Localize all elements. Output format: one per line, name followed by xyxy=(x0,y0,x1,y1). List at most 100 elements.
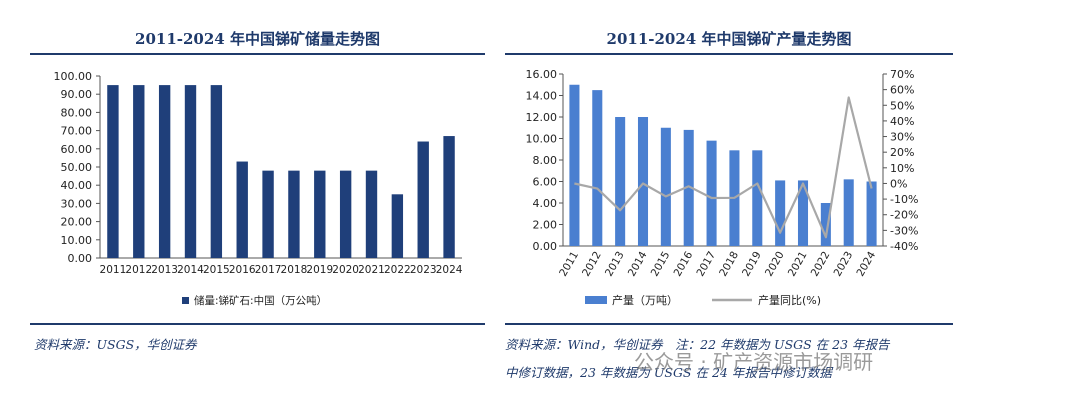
left-y-tick-label: 80.00 xyxy=(61,106,93,119)
left-bar xyxy=(391,194,404,258)
right-y-tick-label: 10.00 xyxy=(526,133,558,146)
left-x-tick-label: 2023 xyxy=(410,264,437,276)
right-y-tick-label: 16.00 xyxy=(526,68,558,81)
left-x-tick-label: 2020 xyxy=(332,264,359,276)
right-bottom-rule xyxy=(505,323,953,325)
right-y-tick-label: 2.00 xyxy=(533,219,558,232)
right-bar xyxy=(683,129,694,246)
right-source-line-1: 资料来源：Wind，华创证券 注：22 年数据为 USGS 在 23 年报告 xyxy=(505,337,890,352)
right-y2-tick-label: -10% xyxy=(890,193,918,206)
right-x-tick-label: 2016 xyxy=(672,249,696,278)
right-legend-line-label: 产量同比(%) xyxy=(758,293,821,307)
right-y-tick-label: 14.00 xyxy=(526,90,558,103)
left-bar xyxy=(133,85,145,258)
left-x-tick-label: 2012 xyxy=(125,264,152,276)
left-bar xyxy=(314,170,326,258)
left-bar xyxy=(365,170,378,258)
left-y-tick-label: 60.00 xyxy=(61,143,93,156)
right-bar xyxy=(615,117,626,246)
right-bar xyxy=(820,203,831,246)
left-bar xyxy=(262,170,274,258)
left-y-tick-label: 30.00 xyxy=(61,197,93,210)
left-bar xyxy=(417,141,429,258)
left-y-tick-label: 0.00 xyxy=(68,252,93,265)
left-bar xyxy=(236,161,248,258)
left-bar xyxy=(184,85,197,258)
left-x-tick-label: 2019 xyxy=(306,264,333,276)
left-bar xyxy=(443,136,455,258)
left-legend-label: 储量:锑矿石:中国（万公吨） xyxy=(194,294,327,307)
right-x-tick-label: 2021 xyxy=(786,250,810,279)
right-x-tick-label: 2017 xyxy=(694,250,718,279)
right-x-tick-label: 2019 xyxy=(740,250,764,279)
right-y2-tick-label: 20% xyxy=(890,146,914,159)
right-x-tick-label: 2014 xyxy=(626,249,650,278)
right-legend-bar-swatch xyxy=(585,296,607,304)
left-bar xyxy=(158,85,171,258)
right-bar xyxy=(637,117,649,246)
left-y-tick-label: 40.00 xyxy=(61,179,93,192)
left-bar xyxy=(339,170,352,258)
left-source: 资料来源：USGS，华创证券 xyxy=(34,337,197,352)
right-y2-tick-label: 60% xyxy=(890,84,914,97)
left-bottom-rule xyxy=(30,323,485,325)
left-title-rule xyxy=(30,53,485,55)
left-y-tick-label: 50.00 xyxy=(61,161,93,174)
right-x-tick-label: 2012 xyxy=(580,250,604,279)
right-x-tick-label: 2022 xyxy=(809,250,833,279)
right-bar xyxy=(775,180,786,246)
right-x-tick-label: 2015 xyxy=(649,250,673,279)
left-y-tick-label: 70.00 xyxy=(61,125,93,138)
left-y-tick-label: 100.00 xyxy=(54,70,93,83)
right-source-line-2: 中修订数据，23 年数据为 USGS 在 24 年报告中修订数据 xyxy=(505,365,832,380)
right-legend-bar-label: 产量（万吨） xyxy=(612,293,678,307)
left-y-tick-label: 20.00 xyxy=(61,216,93,229)
right-line-series xyxy=(574,96,873,239)
right-bar xyxy=(797,180,809,246)
right-y2-tick-label: 10% xyxy=(890,162,914,175)
left-chart-svg: 0.00 10.00 20.00 30.00 40.00 50.00 60.00 70.00 8… xyxy=(54,70,463,307)
left-x-tick-label: 2024 xyxy=(436,264,463,276)
watermark: 公众号 · 矿产资源市场调研 xyxy=(634,350,874,374)
right-y2-tick-label: 30% xyxy=(890,131,914,144)
right-bar xyxy=(569,84,580,246)
right-x-tick-label: 2013 xyxy=(603,250,627,279)
right-y2-tick-label: 50% xyxy=(890,99,914,112)
right-chart-svg: 0.00 2.00 4.00 6.00 8.00 10.00 12.00 14.00 16.00… xyxy=(526,68,919,307)
left-bar xyxy=(288,170,300,258)
right-bar xyxy=(752,150,763,246)
left-y-tick-label: 90.00 xyxy=(61,88,93,101)
left-bar xyxy=(210,85,223,258)
left-x-tick-label: 2021 xyxy=(358,264,385,276)
right-bar xyxy=(866,181,877,246)
right-chart-title: 2011-2024 年中国锑矿产量走势图 xyxy=(606,30,852,48)
right-x-tick-label: 2023 xyxy=(832,250,856,279)
left-x-tick-label: 2011 xyxy=(100,264,127,276)
left-chart-title: 2011-2024 年中国锑矿储量走势图 xyxy=(135,30,380,48)
left-bar xyxy=(107,85,119,258)
left-x-tick-label: 2018 xyxy=(281,264,308,276)
right-bar xyxy=(843,179,854,246)
right-y-tick-label: 4.00 xyxy=(533,197,558,210)
right-x-tick-label: 2020 xyxy=(763,250,787,279)
right-x-tick-label: 2018 xyxy=(717,250,741,279)
left-x-tick-label: 2022 xyxy=(384,264,411,276)
right-bar xyxy=(706,140,717,246)
right-title-rule xyxy=(505,53,953,55)
right-y-tick-label: 12.00 xyxy=(526,111,558,124)
right-x-tick-label: 2011 xyxy=(557,250,581,279)
right-x-tick-label: 2024 xyxy=(854,249,878,278)
right-y-tick-label: 6.00 xyxy=(533,176,558,189)
left-x-tick-label: 2015 xyxy=(203,264,230,276)
right-bar xyxy=(592,90,603,246)
left-x-tick-label: 2013 xyxy=(151,264,178,276)
right-y2-tick-label: 0% xyxy=(890,177,907,190)
right-y2-tick-label: -40% xyxy=(890,240,918,253)
right-y2-tick-label: -20% xyxy=(890,209,918,222)
right-bar xyxy=(660,127,671,246)
left-x-tick-label: 2017 xyxy=(255,264,282,276)
left-legend-swatch xyxy=(182,297,189,304)
right-y-tick-label: 0.00 xyxy=(533,240,558,253)
left-y-tick-label: 10.00 xyxy=(61,234,93,247)
right-y-tick-label: 8.00 xyxy=(533,154,558,167)
